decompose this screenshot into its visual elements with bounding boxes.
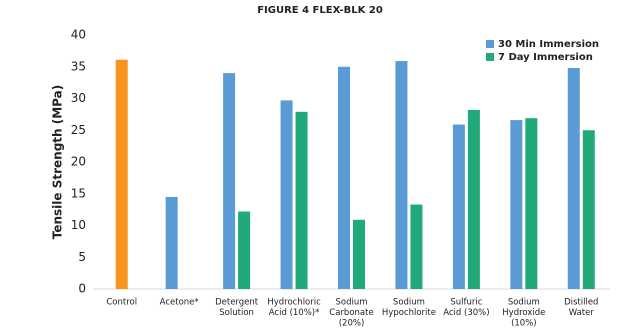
y-tick-label: 10: [71, 218, 86, 232]
bar: [353, 219, 365, 289]
chart-title: FIGURE 4 FLEX-BLK 20: [257, 5, 383, 16]
legend-label: 7 Day Immersion: [498, 52, 593, 63]
y-tick-label: 0: [78, 282, 86, 296]
bar: [410, 204, 423, 289]
x-tick-label: Hydrochloric: [267, 298, 321, 308]
legend-swatch: [486, 53, 494, 61]
bar: [452, 124, 465, 289]
bar: [223, 73, 236, 289]
x-tick-label: Carbonate: [329, 308, 373, 318]
bar: [510, 120, 523, 289]
y-axis-label: Tensile Strength (MPa): [51, 85, 65, 239]
y-tick-label: 40: [71, 28, 86, 42]
x-tick-label: (10%): [511, 319, 537, 329]
y-tick-label: 35: [71, 59, 86, 73]
x-tick-label: Sodium: [335, 298, 367, 308]
x-tick-label: Distilled: [564, 298, 598, 308]
bar: [567, 68, 580, 290]
y-tick-label: 15: [71, 186, 86, 200]
x-tick-label: Solution: [219, 308, 254, 318]
bar: [338, 66, 350, 289]
x-tick-label: Acid (30%): [443, 308, 489, 318]
legend-label: 30 Min Immersion: [498, 39, 599, 50]
x-tick-label: (20%): [339, 319, 365, 329]
bar: [280, 100, 293, 289]
x-tick-label: Water: [569, 308, 595, 318]
legend-swatch: [486, 40, 494, 48]
x-tick-label: Hydroxide: [502, 308, 545, 318]
bar: [525, 118, 538, 289]
y-tick-label: 20: [71, 155, 86, 169]
y-tick-label: 25: [71, 123, 86, 137]
bar: [165, 196, 178, 289]
x-tick-label: Acetone*: [160, 298, 199, 308]
x-tick-label: Sodium: [393, 298, 425, 308]
bar: [467, 109, 480, 290]
bar: [295, 111, 308, 290]
x-tick-label: Sulfuric: [450, 298, 482, 308]
x-tick-label: Control: [106, 298, 137, 308]
x-tick-label: Sodium: [508, 298, 540, 308]
bar: [395, 61, 408, 289]
bar: [582, 130, 595, 289]
bar: [115, 59, 128, 289]
x-tick-label: Hypochlorite: [382, 308, 436, 318]
y-tick-label: 5: [78, 250, 86, 264]
x-tick-label: Acid (10%)*: [269, 308, 320, 318]
x-tick-label: Detergent: [215, 298, 259, 308]
bar: [238, 211, 251, 289]
y-tick-label: 30: [71, 91, 86, 105]
